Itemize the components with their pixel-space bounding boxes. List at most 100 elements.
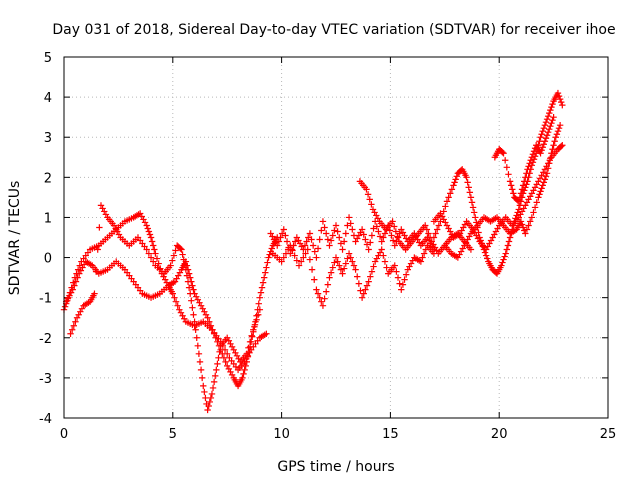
data-point — [365, 246, 372, 253]
data-point — [381, 230, 389, 237]
data-point — [189, 304, 196, 311]
data-point — [278, 230, 286, 237]
data-point — [245, 344, 252, 352]
data-point — [435, 222, 443, 229]
data-point — [170, 252, 178, 259]
data-point — [169, 257, 176, 264]
data-point — [358, 226, 366, 233]
data-point — [453, 173, 460, 180]
data-point — [533, 181, 540, 188]
data-point — [501, 157, 509, 164]
data-point — [250, 326, 257, 333]
data-point — [366, 196, 373, 203]
data-point — [550, 113, 557, 121]
data-point — [352, 238, 359, 245]
y-tick-label: 5 — [44, 51, 52, 66]
data-point — [263, 330, 270, 337]
data-point — [255, 300, 262, 307]
data-point — [391, 242, 398, 249]
data-point — [540, 124, 548, 132]
data-point — [327, 269, 335, 276]
data-point — [546, 126, 553, 133]
data-point — [519, 224, 527, 231]
data-point — [525, 222, 532, 229]
data-point — [240, 370, 247, 378]
data-point — [392, 228, 400, 235]
data-point — [537, 150, 544, 157]
data-point — [311, 276, 318, 283]
data-point — [183, 272, 191, 279]
data-point — [297, 258, 305, 265]
data-point — [556, 95, 564, 103]
data-point — [541, 176, 549, 183]
data-point — [518, 186, 526, 193]
data-point — [541, 138, 549, 145]
data-point — [334, 258, 341, 265]
data-markers — [60, 89, 566, 414]
data-point — [224, 362, 231, 370]
data-point — [305, 234, 312, 241]
data-point — [197, 366, 205, 374]
data-point — [442, 219, 449, 226]
data-point — [225, 337, 233, 344]
data-point — [544, 129, 552, 136]
data-point — [243, 350, 250, 358]
data-point — [487, 237, 495, 244]
data-point — [547, 106, 554, 114]
data-point — [526, 160, 533, 167]
data-point — [264, 259, 271, 266]
data-point — [143, 222, 150, 229]
data-point — [388, 232, 395, 239]
data-point — [491, 231, 498, 238]
data-point — [221, 346, 229, 354]
data-point — [192, 293, 200, 300]
data-point — [367, 273, 374, 280]
series-arc10 — [491, 113, 557, 205]
data-point — [438, 213, 446, 220]
data-point — [187, 290, 194, 297]
data-point — [227, 368, 234, 376]
data-point — [212, 372, 219, 380]
data-point — [194, 342, 202, 349]
data-point — [452, 176, 459, 183]
data-point — [321, 295, 328, 302]
data-point — [531, 184, 539, 191]
data-point — [465, 184, 472, 191]
data-point — [278, 258, 285, 265]
data-point — [368, 268, 376, 275]
data-point — [378, 246, 385, 253]
data-point — [548, 119, 555, 127]
y-tick-label: 4 — [44, 91, 52, 106]
x-tick-labels: 0 5 10 15 20 25 — [60, 427, 616, 442]
data-point — [398, 286, 405, 293]
data-point — [373, 212, 380, 219]
data-point — [324, 236, 332, 243]
data-point — [531, 204, 539, 211]
data-point — [554, 89, 562, 97]
data-point — [300, 254, 307, 261]
data-point — [340, 238, 348, 245]
data-point — [177, 309, 185, 316]
data-point — [143, 246, 150, 253]
data-point — [530, 187, 537, 194]
data-point — [295, 262, 303, 269]
data-point — [241, 366, 248, 374]
series-arc2 — [62, 258, 270, 374]
data-point — [214, 360, 221, 368]
data-point — [94, 246, 101, 253]
data-point — [293, 257, 301, 264]
data-point — [171, 294, 178, 301]
data-point — [525, 163, 532, 170]
x-tick-label: 25 — [600, 427, 617, 442]
data-point — [404, 266, 412, 273]
data-point — [542, 173, 550, 180]
data-point — [450, 182, 457, 189]
data-point — [370, 225, 377, 232]
data-point — [199, 305, 206, 312]
x-tick-label: 10 — [273, 427, 290, 442]
data-point — [201, 388, 208, 396]
x-axis-label: GPS time / hours — [277, 459, 394, 475]
data-point — [358, 294, 366, 301]
data-point — [440, 208, 447, 215]
data-point — [380, 234, 387, 241]
